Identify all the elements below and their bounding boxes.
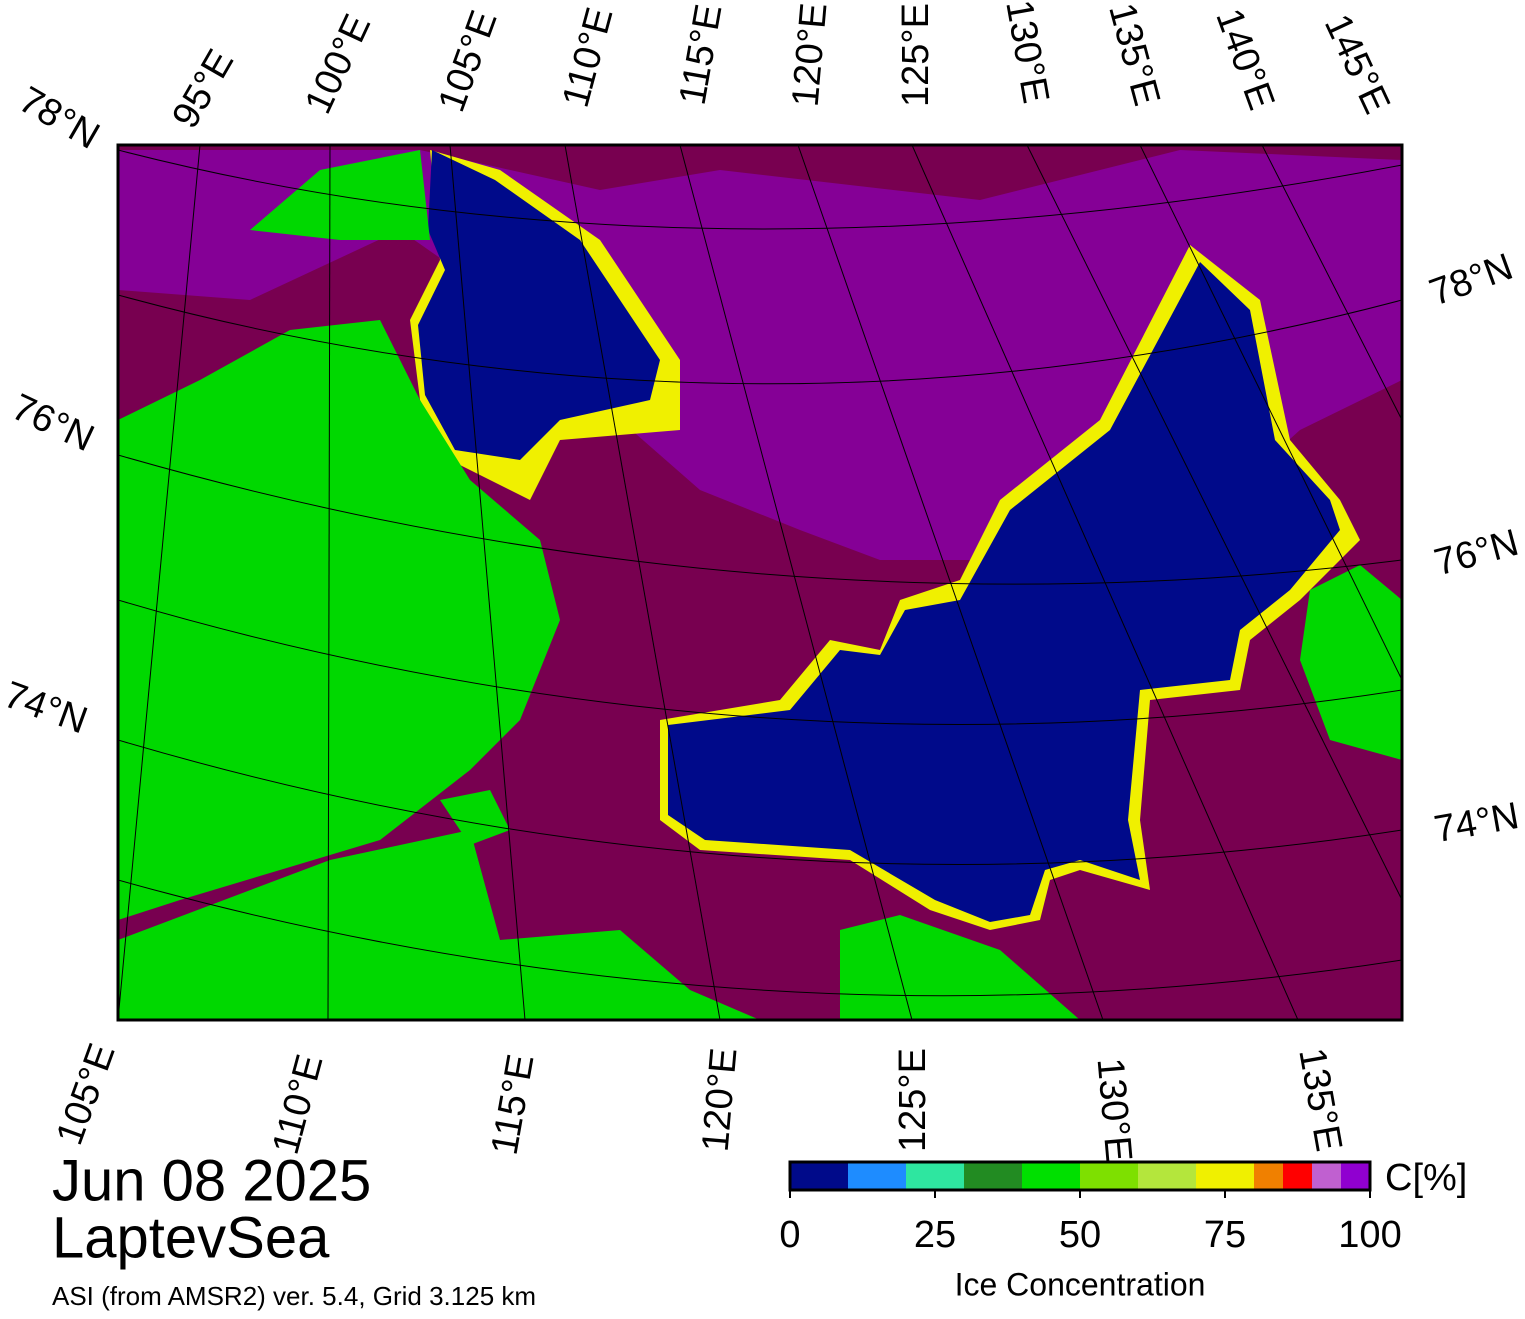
source: ASI (from AMSR2) ver. 5.4, Grid 3.125 km [52,1281,536,1311]
colorbar-segment [1254,1162,1283,1190]
top-lon-label: 125°E [895,3,937,107]
left-lat-label: 74°N [0,674,93,743]
top-lon-label: 110°E [555,3,622,112]
land [118,320,560,920]
land [250,150,430,240]
colorbar-segment [1312,1162,1341,1190]
colorbar-segment [1022,1162,1080,1190]
bottom-lon-label: 115°E [484,1051,543,1158]
top-lon-label: 130°E [997,0,1056,106]
land [840,915,1080,1020]
land [118,830,760,1020]
right-lat-label: 74°N [1431,795,1522,851]
colorbar: 0 25 50 75 100 [779,1162,1402,1256]
colorbar-segment [1138,1162,1196,1190]
colorbar-frame [788,1160,1372,1192]
bottom-lon-label: 125°E [892,1048,934,1152]
bottom-lon-label: 130°E [1089,1056,1140,1163]
colorbar-segment [1283,1162,1312,1190]
colorbar-tick-label: 100 [1338,1214,1401,1256]
land [440,790,510,845]
bottom-lon-label: 105°E [49,1038,124,1150]
top-lon-label: 105°E [431,5,506,117]
colorbar-segment [1341,1162,1370,1190]
date: Jun 08 2025 [52,1148,371,1213]
colorbar-unit: C[%] [1385,1157,1467,1199]
top-lon-label: 120°E [785,1,836,108]
graticule [118,145,1402,1020]
colorbar-tick-label: 0 [779,1214,800,1256]
top-lon-label: 145°E [1316,8,1398,120]
colorbar-tick-label: 75 [1204,1214,1246,1256]
colorbar-segment [1196,1162,1254,1190]
colorbar-segment [906,1162,964,1190]
bottom-lon-label: 120°E [695,1046,746,1153]
top-lon-label: 140°E [1207,3,1282,115]
top-lon-label: 95°E [164,43,242,136]
left-lat-label: 78°N [12,79,107,158]
bottom-lon-label: 135°E [1290,1045,1349,1155]
land [1300,565,1402,760]
left-lat-label: 76°N [5,386,100,460]
region: LaptevSea [52,1205,330,1270]
top-lon-label: 115°E [672,1,731,108]
bottom-lon-label: 110°E [265,1050,332,1159]
colorbar-segment [790,1162,848,1190]
colorbar-tick-label: 50 [1059,1214,1101,1256]
colorbar-segment [1080,1162,1138,1190]
colorbar-tick-label: 25 [914,1214,956,1256]
colorbar-label: Ice Concentration [955,1266,1206,1302]
colorbar-segment [848,1162,906,1190]
polynya [418,150,660,460]
top-lon-label: 100°E [297,8,379,120]
top-lon-label: 135°E [1100,0,1167,110]
colorbar-segment [964,1162,1022,1190]
right-lat-label: 78°N [1424,246,1518,315]
polynya [668,262,1340,922]
right-lat-label: 76°N [1430,522,1523,585]
map-frame [116,143,1404,1022]
map-area [118,145,1402,1020]
